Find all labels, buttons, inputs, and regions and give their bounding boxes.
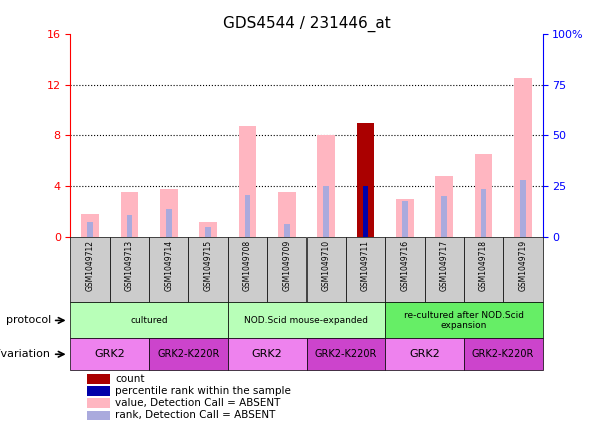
Bar — [385, 338, 464, 370]
Text: GRK2-K220R: GRK2-K220R — [158, 349, 219, 359]
Text: value, Detection Call = ABSENT: value, Detection Call = ABSENT — [115, 398, 280, 408]
Text: genotype/variation: genotype/variation — [0, 349, 51, 359]
Bar — [514, 78, 531, 237]
Text: GSM1049709: GSM1049709 — [283, 240, 291, 291]
Bar — [362, 186, 368, 237]
Text: GSM1049718: GSM1049718 — [479, 240, 488, 291]
Bar — [228, 338, 306, 370]
Bar — [199, 222, 217, 237]
Text: GSM1049712: GSM1049712 — [86, 240, 94, 291]
Bar — [306, 338, 385, 370]
Text: GSM1049714: GSM1049714 — [164, 240, 173, 291]
Bar — [88, 410, 110, 420]
Bar — [149, 338, 228, 370]
Text: count: count — [115, 374, 145, 384]
Bar — [435, 176, 453, 237]
Bar — [88, 398, 110, 408]
Bar — [87, 222, 93, 237]
Bar — [357, 123, 375, 237]
Text: GRK2: GRK2 — [94, 349, 125, 359]
Bar — [245, 195, 251, 237]
Text: GSM1049719: GSM1049719 — [519, 240, 527, 291]
Bar — [306, 237, 346, 302]
Title: GDS4544 / 231446_at: GDS4544 / 231446_at — [223, 16, 390, 33]
Text: percentile rank within the sample: percentile rank within the sample — [115, 386, 291, 396]
Bar — [70, 338, 149, 370]
Text: re-cultured after NOD.Scid
expansion: re-cultured after NOD.Scid expansion — [404, 311, 524, 330]
Bar — [474, 154, 492, 237]
Text: GSM1049711: GSM1049711 — [361, 240, 370, 291]
Bar — [88, 386, 110, 396]
Text: GSM1049710: GSM1049710 — [322, 240, 330, 291]
Bar — [149, 237, 189, 302]
Text: rank, Detection Call = ABSENT: rank, Detection Call = ABSENT — [115, 410, 275, 420]
Text: protocol: protocol — [6, 316, 51, 325]
Bar — [278, 192, 295, 237]
Bar — [228, 302, 385, 338]
Text: GSM1049713: GSM1049713 — [125, 240, 134, 291]
Bar — [362, 186, 368, 237]
Bar — [464, 338, 543, 370]
Text: GRK2-K220R: GRK2-K220R — [472, 349, 535, 359]
Bar — [402, 201, 408, 237]
Bar — [166, 209, 172, 237]
Bar — [228, 237, 267, 302]
Bar — [205, 227, 211, 237]
Text: GSM1049715: GSM1049715 — [204, 240, 213, 291]
Bar — [424, 237, 464, 302]
Text: NOD.Scid mouse-expanded: NOD.Scid mouse-expanded — [245, 316, 368, 325]
Bar — [284, 224, 290, 237]
Bar — [70, 237, 110, 302]
Bar — [82, 214, 99, 237]
Text: GSM1049708: GSM1049708 — [243, 240, 252, 291]
Bar — [126, 215, 132, 237]
Bar — [318, 135, 335, 237]
Text: GRK2: GRK2 — [409, 349, 440, 359]
Bar — [520, 180, 526, 237]
Text: GSM1049717: GSM1049717 — [440, 240, 449, 291]
Bar — [441, 196, 447, 237]
Bar — [385, 302, 543, 338]
Bar — [323, 186, 329, 237]
Bar — [385, 237, 424, 302]
Bar — [88, 374, 110, 384]
Text: GSM1049716: GSM1049716 — [400, 240, 409, 291]
Bar — [189, 237, 228, 302]
Bar — [481, 189, 487, 237]
Text: GRK2: GRK2 — [252, 349, 283, 359]
Bar — [357, 123, 375, 237]
Bar — [396, 199, 414, 237]
Bar — [70, 302, 228, 338]
Text: GRK2-K220R: GRK2-K220R — [314, 349, 377, 359]
Bar — [346, 237, 385, 302]
Bar — [160, 189, 178, 237]
Text: cultured: cultured — [131, 316, 168, 325]
Bar — [121, 192, 139, 237]
Bar — [464, 237, 503, 302]
Bar — [503, 237, 543, 302]
Bar — [267, 237, 306, 302]
Bar — [110, 237, 149, 302]
Bar — [238, 126, 256, 237]
